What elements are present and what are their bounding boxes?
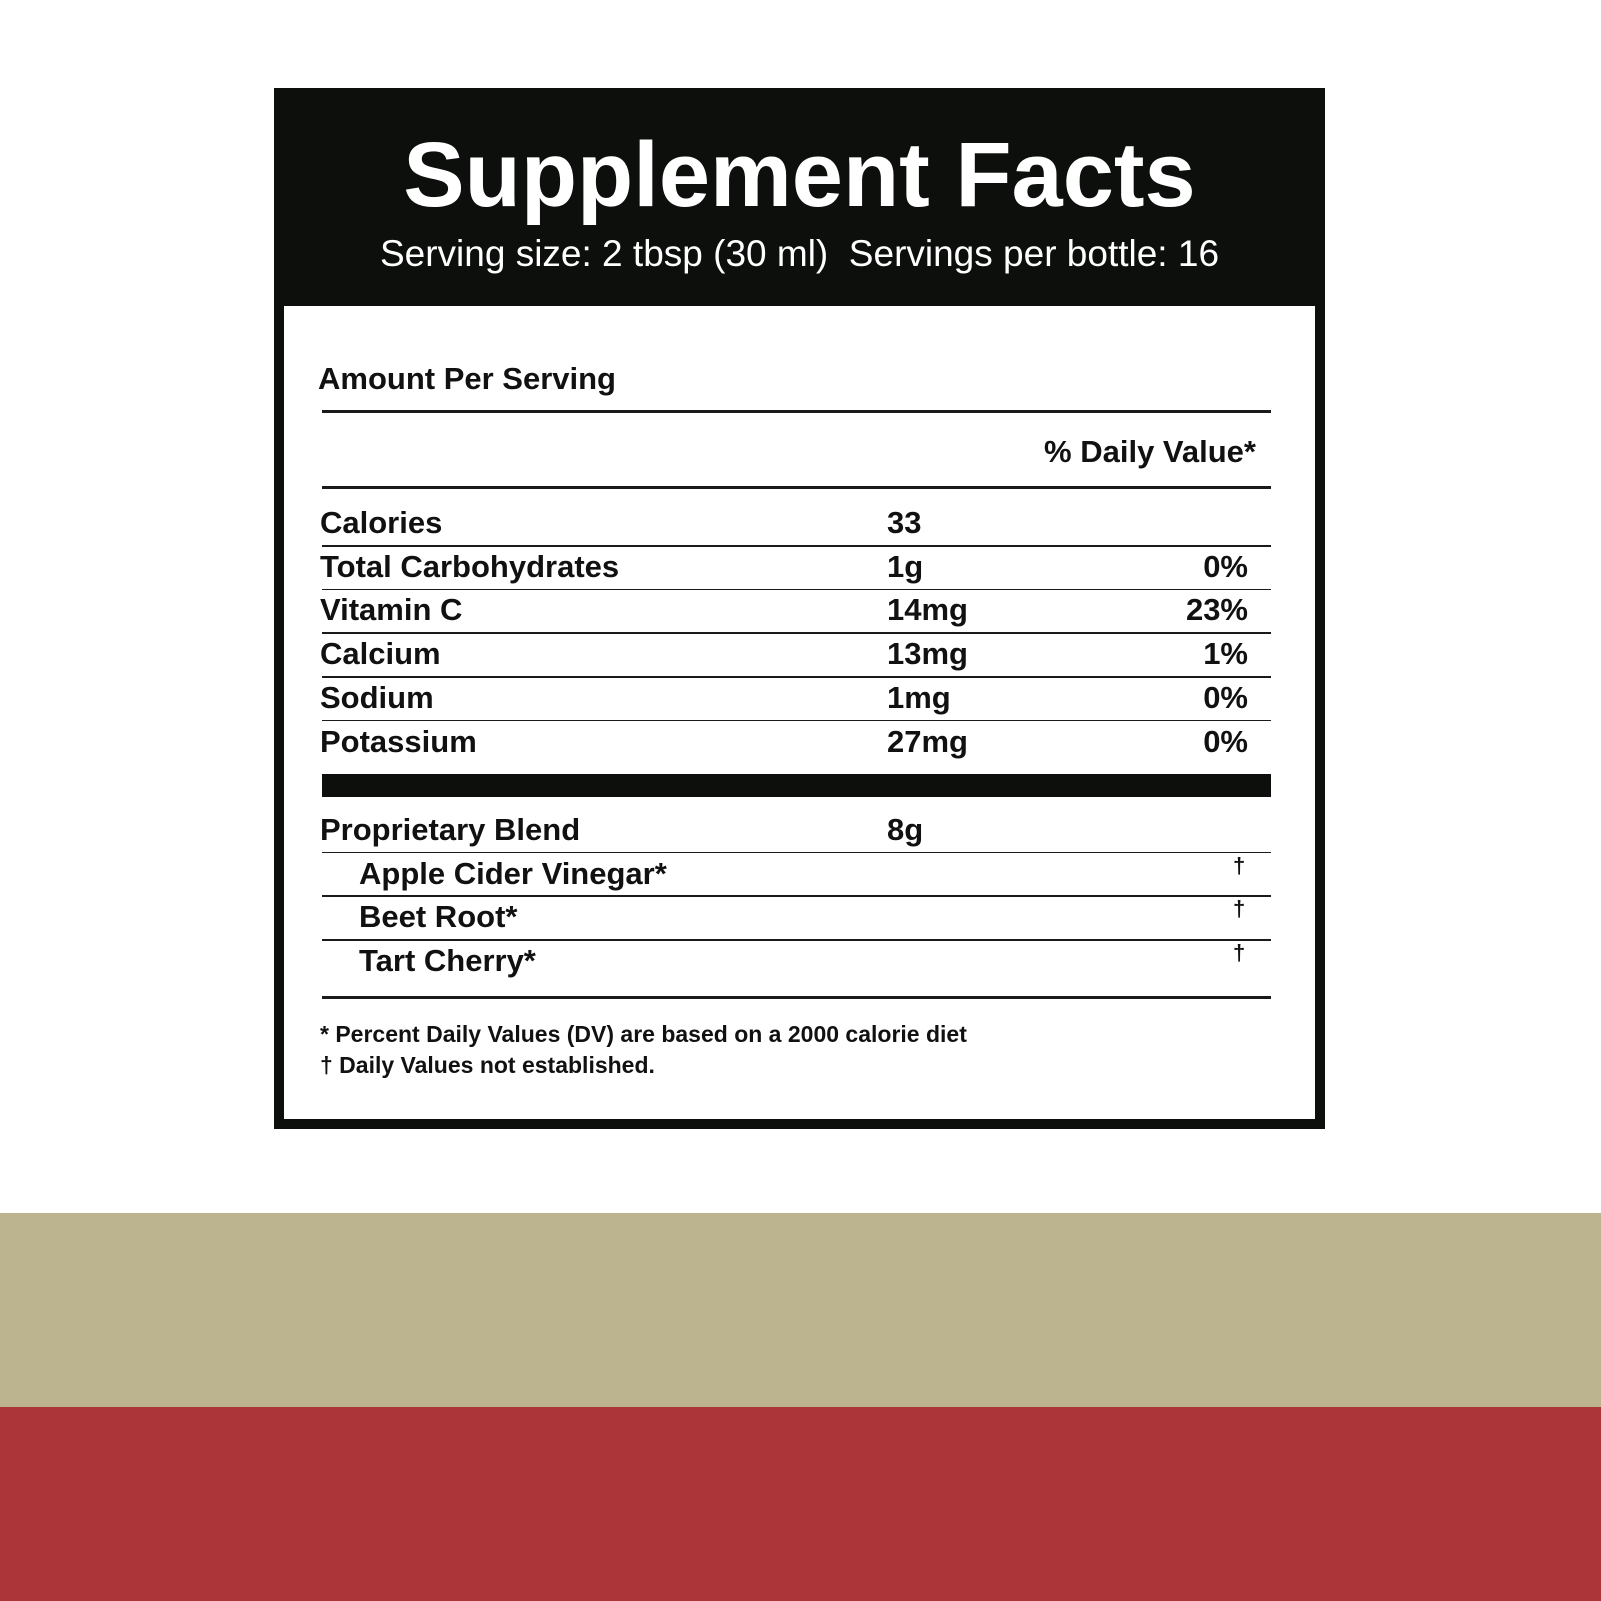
row-rule [322,939,1271,941]
nutrient-amount: 33 [887,505,922,540]
title: Supplement Facts [403,124,1196,226]
tan-band [0,1213,1601,1407]
row-rule [322,632,1271,634]
footnote: † Daily Values not established. [320,1052,655,1078]
serving-info: Serving size: 2 tbsp (30 ml) Servings pe… [379,233,1220,274]
nutrient-amount: 13mg [887,636,968,672]
nutrient-name: Potassium [320,723,477,759]
row-rule [322,895,1271,897]
nutrient-dv: 23% [1185,592,1248,628]
nutrient-dv: 1% [1203,636,1248,672]
dv-heading: % Daily Value* [1044,434,1256,469]
rule [322,996,1271,999]
nutrient-amount: 27mg [887,723,968,759]
blend-name: Proprietary Blend [320,812,581,847]
nutrient-name: Total Carbohydrates [320,548,620,584]
nutrient-name: Vitamin C [320,592,463,628]
row-rule [322,545,1271,547]
nutrient-amount: 1mg [887,679,951,715]
ingredient-dv: † [1233,852,1246,878]
footnote: * Percent Daily Values (DV) are based on… [320,1021,967,1047]
ingredient-name: Tart Cherry* [359,943,536,979]
thick-bar [322,774,1271,797]
row-rule [322,719,1271,722]
rule [322,410,1271,413]
red-band [0,1407,1601,1601]
row-rule [322,851,1271,854]
ingredient-dv: † [1233,896,1246,922]
label-header [274,88,1325,306]
ingredient-name: Beet Root* [359,899,518,935]
nutrient-amount: 14mg [887,592,968,628]
amount-heading: Amount Per Serving [318,361,616,396]
ingredient-name: Apple Cider Vinegar* [359,855,667,891]
row-rule [322,676,1271,678]
rule [322,486,1271,489]
nutrient-dv: 0% [1203,679,1248,715]
row-rule [322,588,1271,591]
nutrient-dv: 0% [1203,723,1248,759]
nutrient-name: Sodium [320,679,434,715]
nutrient-amount: 1g [887,548,924,584]
ingredient-dv: † [1233,940,1246,966]
nutrient-dv: 0% [1203,548,1248,584]
nutrient-name: Calcium [320,636,441,672]
blend-amount: 8g [887,812,924,847]
nutrient-name: Calories [320,505,443,540]
